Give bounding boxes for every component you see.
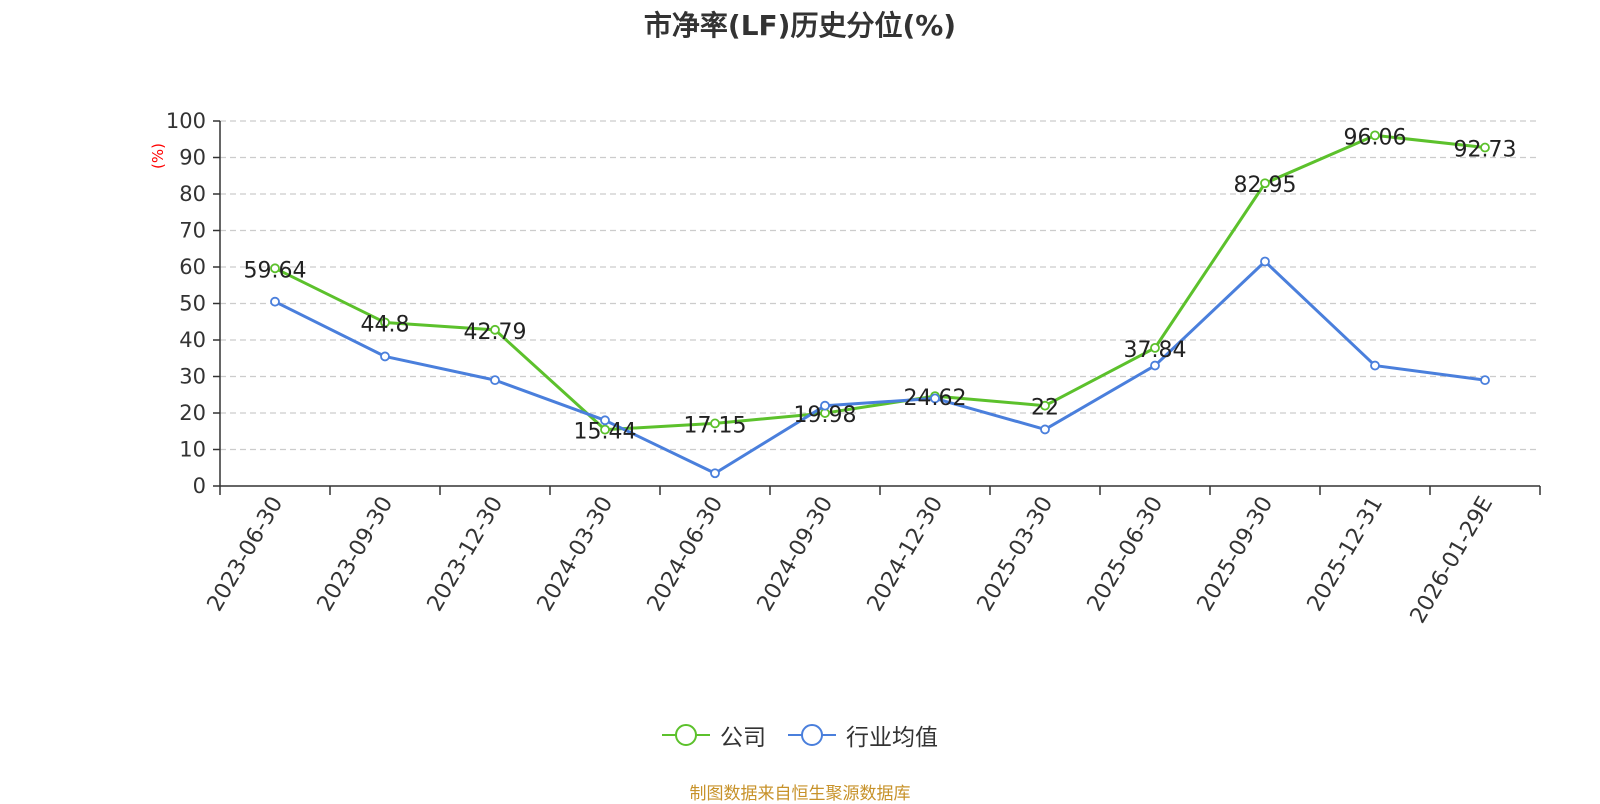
source-note: 制图数据来自恒生聚源数据库 <box>689 784 911 804</box>
data-label-3: 15.44 <box>574 420 637 445</box>
point-1-8 <box>1150 360 1160 371</box>
point-0-4 <box>710 418 720 429</box>
legend-marker-company <box>662 724 710 746</box>
data-label-5: 19.98 <box>794 403 857 428</box>
x-tick-label-2: 2023-12-30 <box>423 493 509 616</box>
data-label-2: 42.79 <box>464 320 527 345</box>
data-label-9: 82.95 <box>1234 173 1297 198</box>
legend-label-company: 公司 <box>720 725 766 751</box>
legend-marker-industry <box>788 724 836 746</box>
data-label-0: 59.64 <box>244 258 307 283</box>
data-label-1: 44.8 <box>361 312 410 337</box>
point-1-2 <box>490 375 500 386</box>
legend: 公司 行业均值 <box>0 718 1600 752</box>
y-tick-label-40: 40 <box>179 328 206 352</box>
x-tick-label-0: 2023-06-30 <box>203 493 289 616</box>
point-0-7 <box>1040 400 1050 411</box>
y-axis-label: (%) <box>149 143 167 169</box>
data-label-6: 24.62 <box>904 386 967 411</box>
x-tick-label-1: 2023-09-30 <box>313 493 399 616</box>
point-0-1 <box>380 317 390 328</box>
y-tick-label-100: 100 <box>166 109 206 133</box>
point-0-3 <box>600 424 610 435</box>
legend-item-industry[interactable]: 行业均值 <box>788 718 938 752</box>
point-1-5 <box>820 400 830 411</box>
point-1-7 <box>1040 424 1050 435</box>
point-0-8 <box>1150 342 1160 353</box>
point-0-10 <box>1370 130 1380 141</box>
series-line-1 <box>274 260 1486 475</box>
point-1-11 <box>1480 375 1490 386</box>
x-tick-label-7: 2025-03-30 <box>973 493 1059 616</box>
data-label-8: 37.84 <box>1124 338 1187 363</box>
point-0-11 <box>1480 142 1490 153</box>
legend-item-company[interactable]: 公司 <box>662 718 766 752</box>
point-0-2 <box>490 324 500 335</box>
point-1-1 <box>380 351 390 362</box>
x-tick-label-11: 2026-01-29E <box>1406 493 1499 628</box>
y-tick-label-0: 0 <box>193 474 206 498</box>
point-1-9 <box>1260 256 1270 267</box>
y-tick-label-90: 90 <box>179 146 206 170</box>
x-tick-label-10: 2025-12-31 <box>1303 493 1389 616</box>
y-tick-label-60: 60 <box>179 255 206 279</box>
point-1-3 <box>600 415 610 426</box>
data-label-7: 22 <box>1031 396 1059 421</box>
x-tick-label-9: 2025-09-30 <box>1193 493 1279 616</box>
point-1-6 <box>930 393 940 404</box>
point-0-9 <box>1260 178 1270 189</box>
data-label-11: 92.73 <box>1454 138 1517 163</box>
data-label-10: 96.06 <box>1344 125 1407 150</box>
y-tick-label-10: 10 <box>179 438 206 462</box>
grid-lines <box>220 120 1540 451</box>
series-points <box>270 130 1490 479</box>
y-tick-label-80: 80 <box>179 182 206 206</box>
x-tick-label-5: 2024-09-30 <box>753 493 839 616</box>
chart-title: 市净率(LF)历史分位(%) <box>643 9 957 42</box>
x-tick-label-3: 2024-03-30 <box>533 493 619 616</box>
x-tick-label-4: 2024-06-30 <box>643 493 729 616</box>
data-labels: 59.64 44.8 42.79 15.44 17.15 19.98 24.62 22 37.8… <box>244 125 1517 444</box>
y-tick-label-50: 50 <box>179 292 206 316</box>
y-tick-label-70: 70 <box>179 219 206 243</box>
legend-label-industry: 行业均值 <box>846 725 938 751</box>
point-1-10 <box>1370 360 1380 371</box>
point-1-0 <box>270 296 280 307</box>
axes: 0 10 20 30 40 50 60 70 80 90 100 (%) 2023-06-30 2023-… <box>149 109 1541 628</box>
y-tick-label-20: 20 <box>179 401 206 425</box>
x-tick-label-8: 2025-06-30 <box>1083 493 1169 616</box>
y-tick-label-30: 30 <box>179 365 206 389</box>
series-line-0 <box>274 133 1486 432</box>
data-label-4: 17.15 <box>684 413 747 438</box>
point-0-0 <box>270 263 280 274</box>
point-1-4 <box>710 468 720 479</box>
x-tick-label-6: 2024-12-30 <box>863 493 949 616</box>
series-lines <box>274 133 1486 475</box>
